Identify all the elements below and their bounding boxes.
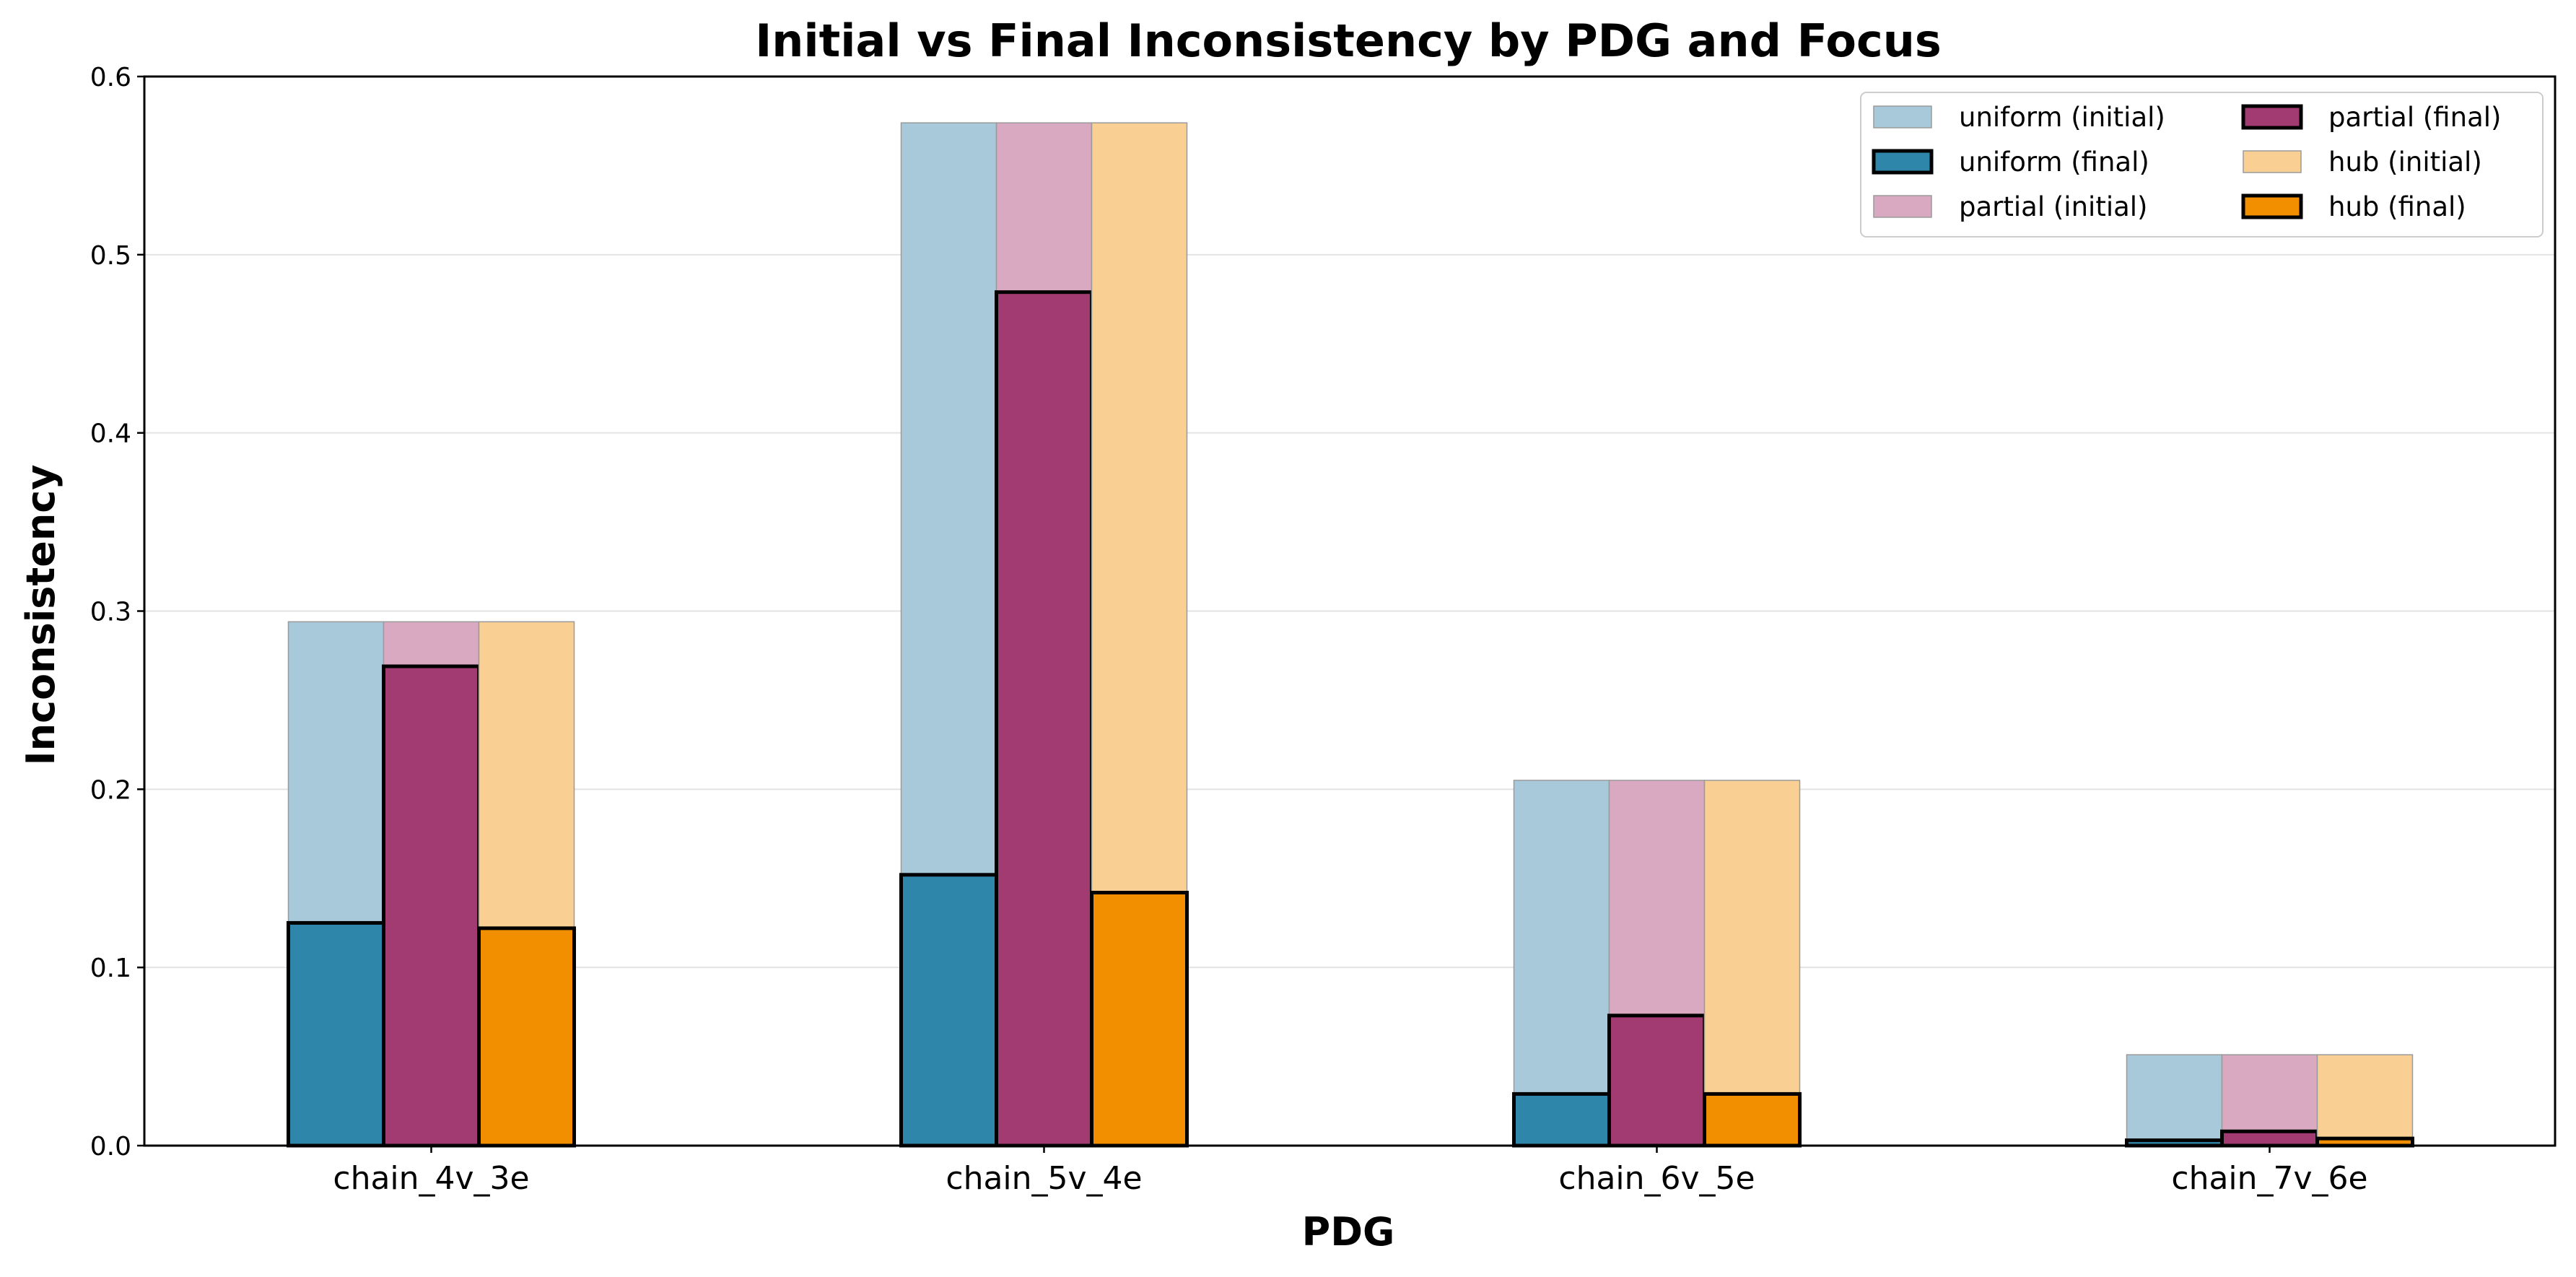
legend-label: partial (final): [2328, 102, 2501, 133]
bar-hub-final: [1090, 890, 1189, 1148]
legend-label: uniform (initial): [1959, 102, 2165, 133]
x-tick-label: chain_7v_6e: [2171, 1160, 2367, 1197]
y-tick-label: 0.3: [90, 598, 131, 627]
legend-swatch: [1873, 105, 1932, 128]
legend-label: hub (initial): [2328, 147, 2482, 178]
bar-hub-initial: [1703, 780, 1801, 1146]
bar-partial-final: [382, 664, 481, 1148]
x-tick-label: chain_6v_5e: [1558, 1160, 1755, 1197]
bar-uniform-initial: [1513, 780, 1610, 1146]
bar-hub-final: [1703, 1091, 1802, 1148]
x-tick-label: chain_4v_3e: [333, 1160, 529, 1197]
x-tick-label: chain_5v_4e: [946, 1160, 1142, 1197]
bar-partial-final: [1607, 1014, 1706, 1148]
legend-swatch: [2243, 150, 2302, 173]
bar-uniform-initial: [2126, 1054, 2223, 1146]
axes: 0.0 0.1 0.2 0.3 0.4 0.5 0.6 chain_4v_3e chain_5v…: [90, 63, 2557, 1197]
legend-swatch: [2241, 104, 2303, 130]
y-tick-label: 0.1: [90, 954, 131, 983]
legend-box: [1860, 92, 2544, 237]
y-tick-label: 0.2: [90, 775, 131, 805]
bar-partial-final: [2220, 1129, 2319, 1148]
bar-uniform-final: [1512, 1091, 1611, 1148]
legend-label: uniform (final): [1959, 147, 2149, 178]
y-axis-title: Inconsistency: [18, 465, 64, 766]
legend-swatch: [1872, 149, 1934, 175]
bar-hub-initial: [2316, 1054, 2414, 1146]
plot-frame: [143, 75, 2557, 1147]
x-axis-title: PDG: [1302, 1209, 1395, 1255]
bar-partial-final: [995, 290, 1093, 1148]
y-tick-label: 0.0: [90, 1132, 131, 1161]
bar-uniform-final: [287, 920, 385, 1148]
chart-title: Initial vs Final Inconsistency by PDG an…: [755, 14, 1942, 67]
legend-swatch: [1873, 195, 1932, 218]
y-tick-label: 0.6: [90, 63, 131, 92]
bar-uniform-final: [899, 873, 998, 1148]
bar-hub-final: [477, 926, 576, 1148]
y-tick-label: 0.4: [90, 419, 131, 449]
legend: uniform (initial) uniform (final) partial …: [1860, 92, 2544, 237]
bars: [287, 122, 2414, 1148]
legend-swatch: [2241, 193, 2303, 219]
y-tick-label: 0.5: [90, 241, 131, 271]
legend-label: hub (final): [2328, 191, 2466, 222]
legend-label: partial (initial): [1959, 191, 2148, 222]
